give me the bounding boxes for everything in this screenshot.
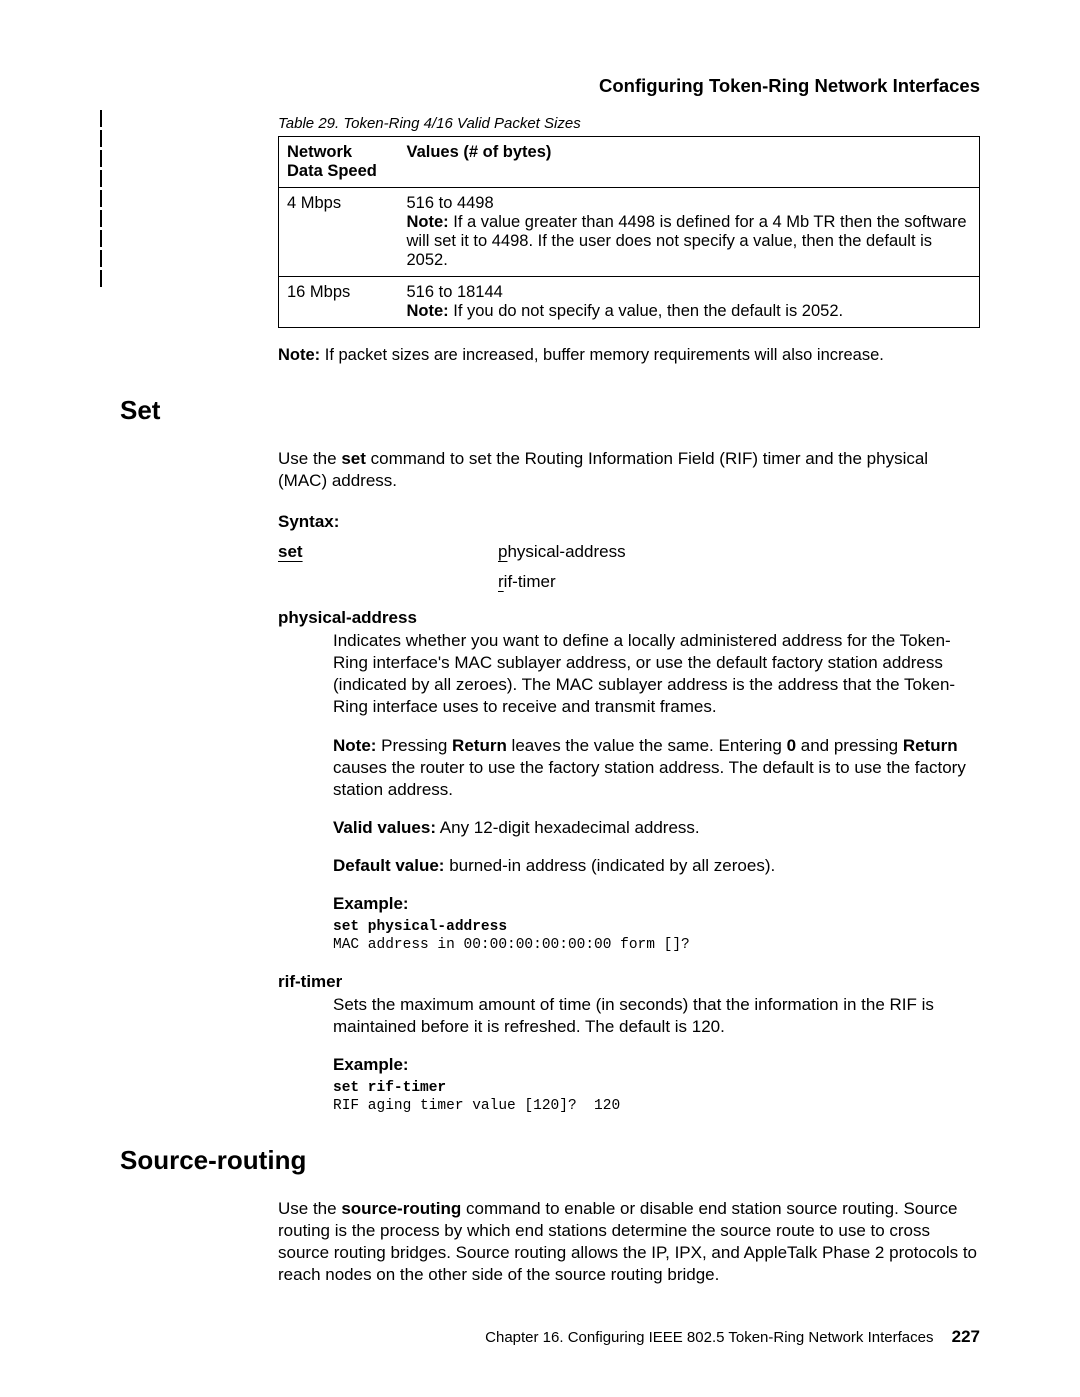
table-row: 4 Mbps 516 to 4498 Note: If a value grea…: [279, 188, 980, 277]
heading-set: Set: [120, 395, 980, 426]
syntax-option: rif-timer: [498, 572, 980, 592]
example-label: Example:: [333, 893, 980, 915]
syntax-label: Syntax:: [278, 512, 980, 532]
syntax-cmd: set: [278, 542, 303, 561]
def-rif-timer: Sets the maximum amount of time (in seco…: [333, 994, 980, 1115]
cell-values: 516 to 18144 Note: If you do not specify…: [399, 277, 980, 328]
table-row: 16 Mbps 516 to 18144 Note: If you do not…: [279, 277, 980, 328]
syntax-grid: set physical-address rif-timer: [278, 542, 980, 592]
heading-source-routing: Source-routing: [120, 1145, 980, 1176]
syntax-option: physical-address: [498, 542, 980, 562]
table-caption: Table 29. Token-Ring 4/16 Valid Packet S…: [278, 115, 980, 132]
code-example: set physical-address MAC address in 00:0…: [333, 919, 980, 954]
source-routing-intro: Use the source-routing command to enable…: [278, 1198, 980, 1286]
page-number: 227: [952, 1327, 980, 1346]
running-header: Configuring Token-Ring Network Interface…: [100, 75, 980, 97]
cell-speed: 16 Mbps: [279, 277, 399, 328]
col-header-values: Values (# of bytes): [399, 137, 980, 188]
packet-size-table: Network Data Speed Values (# of bytes) 4…: [278, 136, 980, 328]
col-header-speed: Network Data Speed: [279, 137, 399, 188]
cell-speed: 4 Mbps: [279, 188, 399, 277]
doc-page: Configuring Token-Ring Network Interface…: [0, 0, 1080, 1397]
footer-chapter: Chapter 16. Configuring IEEE 802.5 Token…: [485, 1329, 933, 1346]
page-footer: Chapter 16. Configuring IEEE 802.5 Token…: [485, 1327, 980, 1347]
change-bars: [100, 110, 106, 290]
cell-values: 516 to 4498 Note: If a value greater tha…: [399, 188, 980, 277]
def-physical-address: Indicates whether you want to define a l…: [333, 630, 980, 954]
term-physical-address: physical-address: [278, 608, 980, 628]
content-column: Table 29. Token-Ring 4/16 Valid Packet S…: [278, 115, 980, 365]
code-example: set rif-timer RIF aging timer value [120…: [333, 1080, 980, 1115]
set-intro: Use the set command to set the Routing I…: [278, 448, 980, 492]
example-label: Example:: [333, 1054, 980, 1076]
note-line: Note: If packet sizes are increased, buf…: [278, 346, 980, 365]
term-rif-timer: rif-timer: [278, 972, 980, 992]
